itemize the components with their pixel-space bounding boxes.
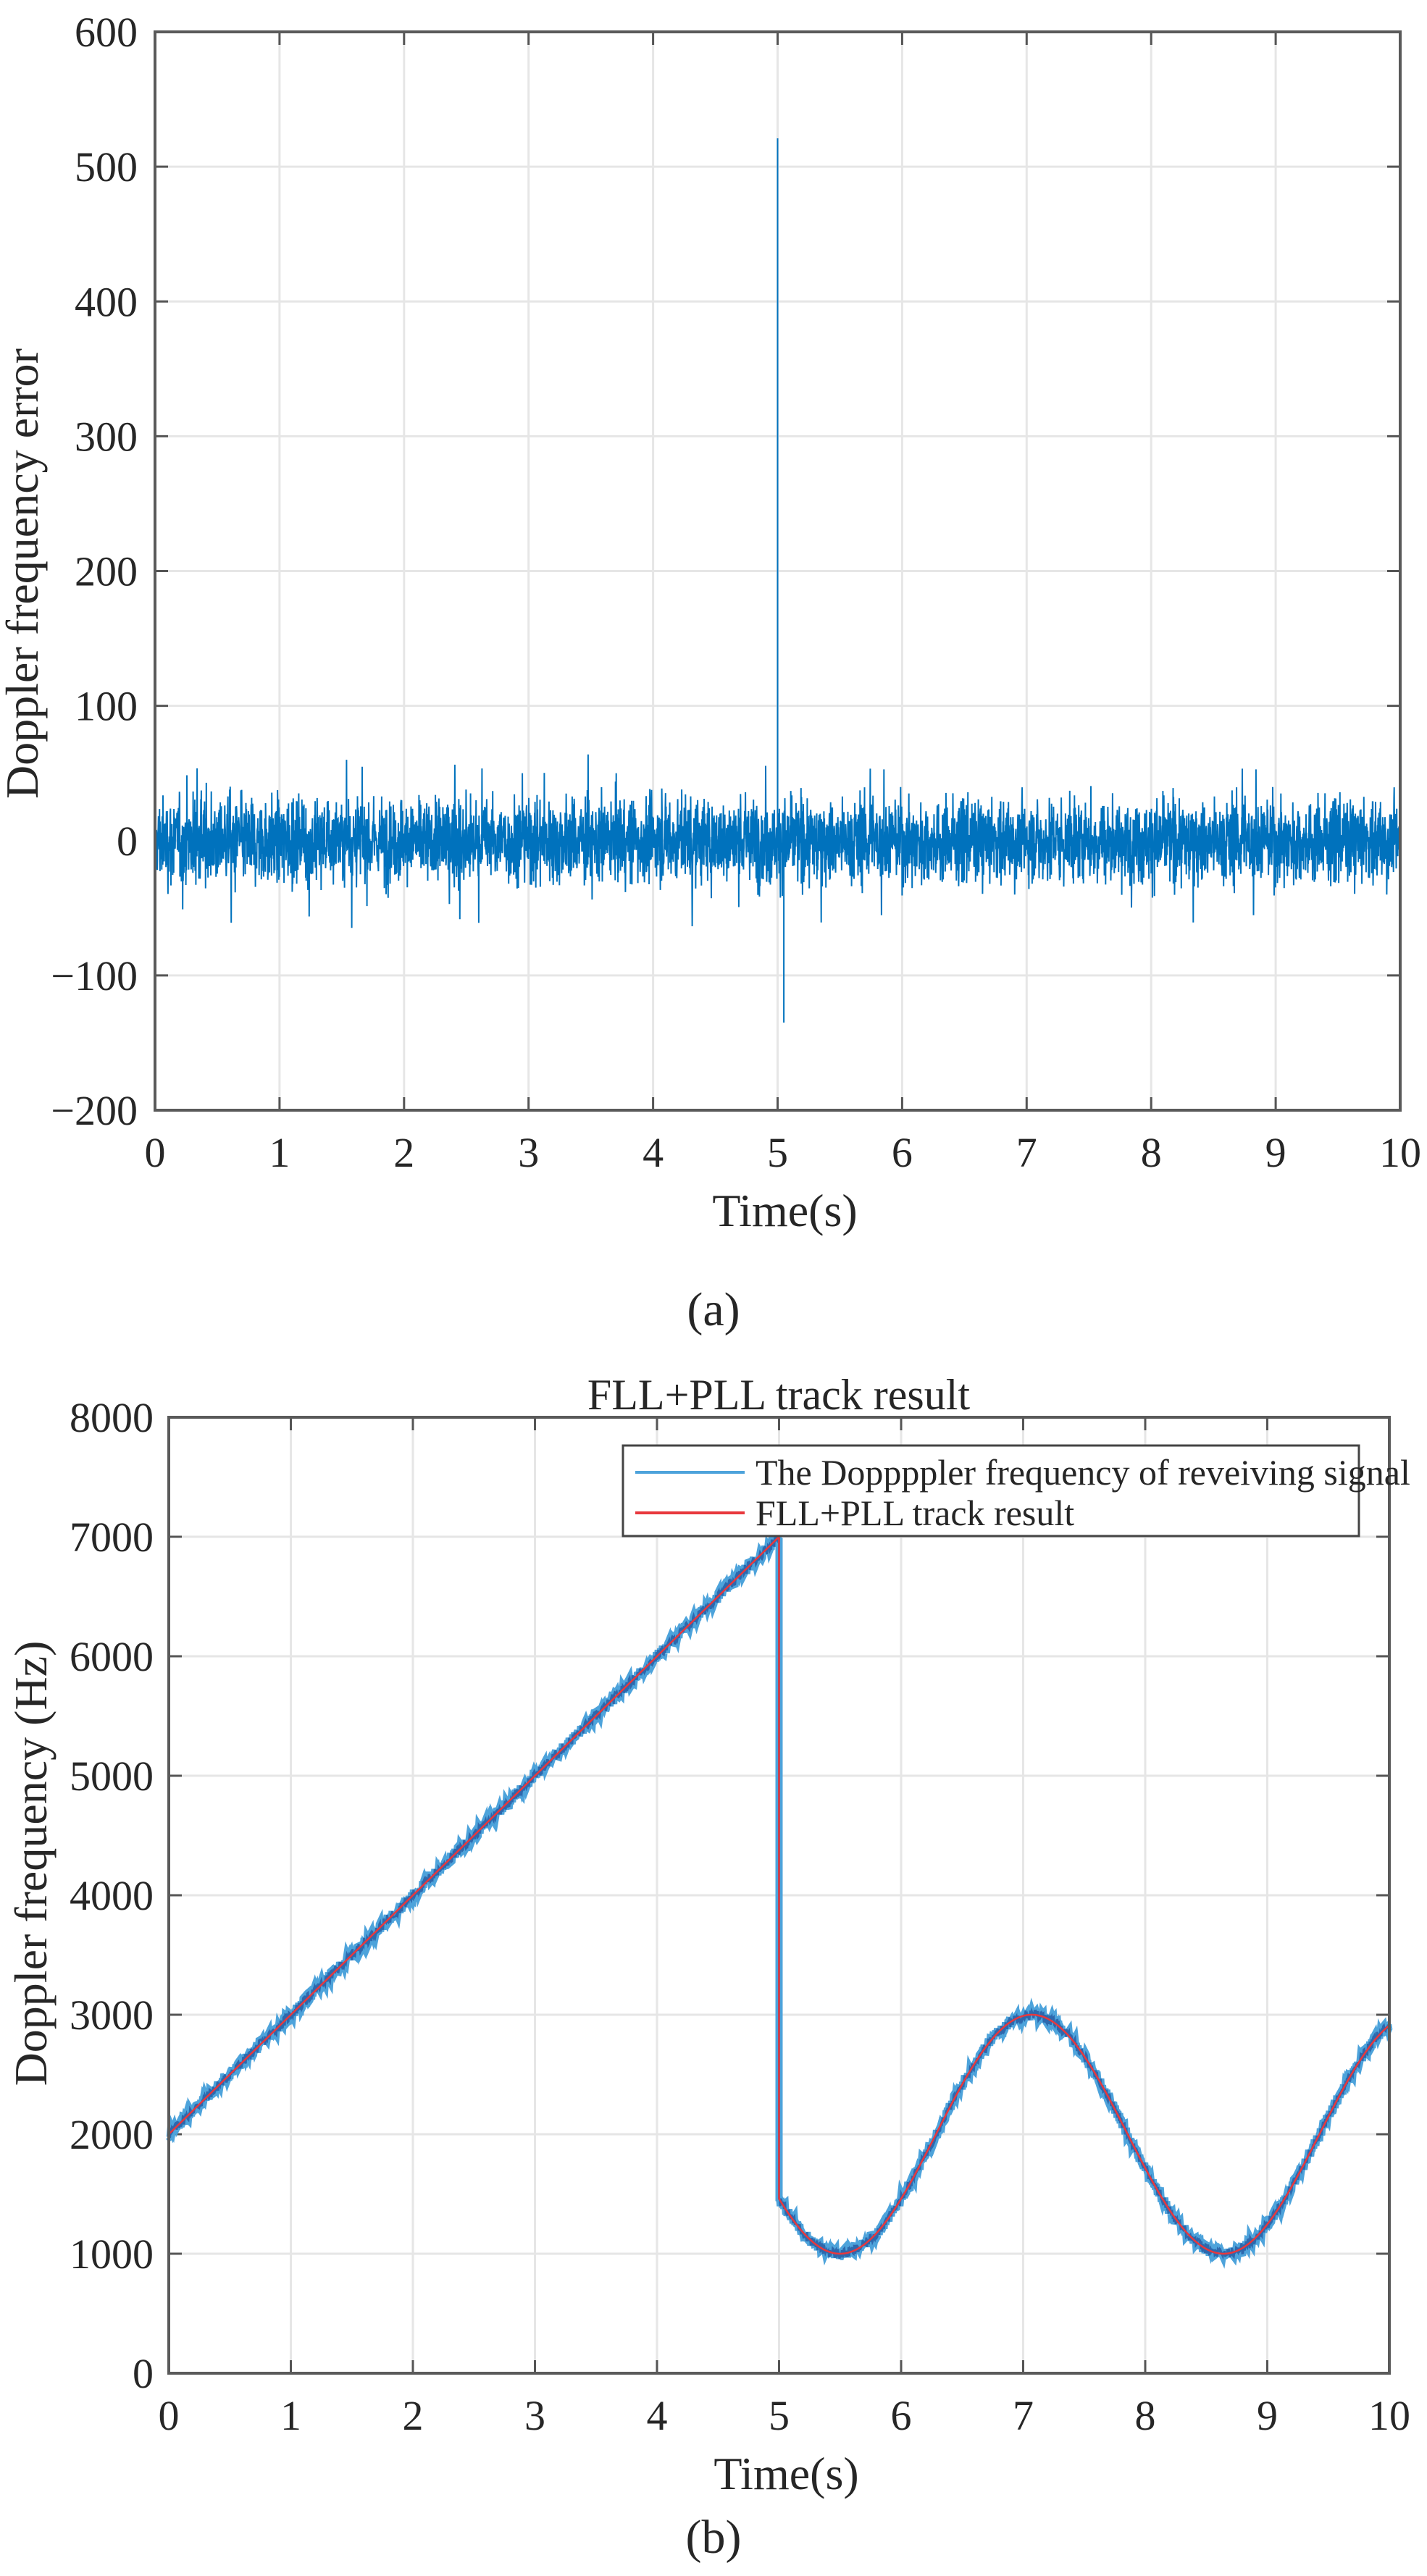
y-tick-label: 6000	[70, 1633, 154, 1680]
legend: The Doppppler frequency of reveiving sig…	[622, 1444, 1410, 1537]
y-tick-label: 8000	[70, 1394, 154, 1441]
x-tick-label: 3	[518, 1129, 539, 1176]
y-tick-label: 0	[117, 818, 138, 865]
x-tick-label: 2	[393, 1129, 414, 1176]
x-tick-label: 6	[891, 2392, 912, 2439]
x-tick-label: 8	[1141, 1129, 1162, 1176]
x-tick-label: 0	[145, 1129, 166, 1176]
x-tick-label: 10	[1368, 2392, 1410, 2439]
x-tick-label: 8	[1135, 2392, 1156, 2439]
chart-b: 0 1 2 3 4 5 6 7 8 9 10 8000 7000 6000 5000 4000 3000 2000…	[5, 1394, 1410, 2499]
x-tick-label: 4	[643, 1129, 664, 1176]
x-tick-label: 9	[1257, 2392, 1278, 2439]
x-tick-label: 7	[1013, 2392, 1034, 2439]
x-tick-label: 2	[403, 2392, 424, 2439]
x-tick-label: 5	[769, 2392, 790, 2439]
y-tick-label: 5000	[70, 1753, 154, 1800]
x-tick-label: 10	[1379, 1129, 1421, 1176]
chart-b-title: FLL+PLL track result	[587, 1371, 970, 1419]
legend-box	[622, 1444, 1360, 1537]
caption-a: (a)	[687, 1283, 740, 1336]
x-tick-label: 5	[767, 1129, 788, 1176]
chart-a: 0 1 2 3 4 5 6 7 8 9 10 600 500 400 300 200 100 0 −100 −200 T…	[0, 9, 1421, 1236]
x-tick-label: 1	[280, 2392, 301, 2439]
x-tick-label: 6	[892, 1129, 913, 1176]
x-tick-label: 3	[524, 2392, 545, 2439]
x-tick-label: 0	[159, 2392, 180, 2439]
y-tick-label: −200	[51, 1087, 138, 1134]
y-tick-label: 3000	[70, 1992, 154, 2039]
legend-label-track: FLL+PLL track result	[756, 1493, 1074, 1533]
x-axis-label: Time(s)	[712, 1185, 857, 1236]
caption-b: (b)	[686, 2511, 742, 2564]
y-tick-label: 100	[75, 683, 138, 730]
y-tick-label: 2000	[70, 2111, 154, 2158]
x-tick-label: 7	[1016, 1129, 1037, 1176]
y-tick-label: 400	[75, 278, 138, 325]
y-tick-label: 300	[75, 413, 138, 460]
y-tick-label: 4000	[70, 1872, 154, 1919]
plot-frame	[167, 1416, 1391, 2375]
series-track-result	[168, 1534, 1390, 2255]
plot-frame	[154, 30, 1402, 1112]
x-tick-label: 1	[269, 1129, 290, 1176]
y-tick-label: 600	[75, 9, 138, 56]
y-axis-label: Doppler frequency (Hz)	[5, 1641, 57, 2086]
y-tick-label: −100	[51, 952, 138, 999]
y-tick-label: 0	[133, 2350, 154, 2397]
x-tick-label: 9	[1265, 1129, 1286, 1176]
series-doppler-error	[154, 138, 1401, 1023]
y-tick-label: 500	[75, 143, 138, 190]
x-tick-label: 4	[647, 2392, 668, 2439]
y-tick-label: 200	[75, 548, 138, 595]
y-tick-label: 1000	[70, 2231, 154, 2278]
x-axis-label: Time(s)	[714, 2448, 858, 2499]
y-tick-label: 7000	[70, 1514, 154, 1561]
legend-label-signal: The Doppppler frequency of reveiving sig…	[756, 1452, 1410, 1493]
y-axis-label: Doppler frequency error	[0, 348, 48, 799]
